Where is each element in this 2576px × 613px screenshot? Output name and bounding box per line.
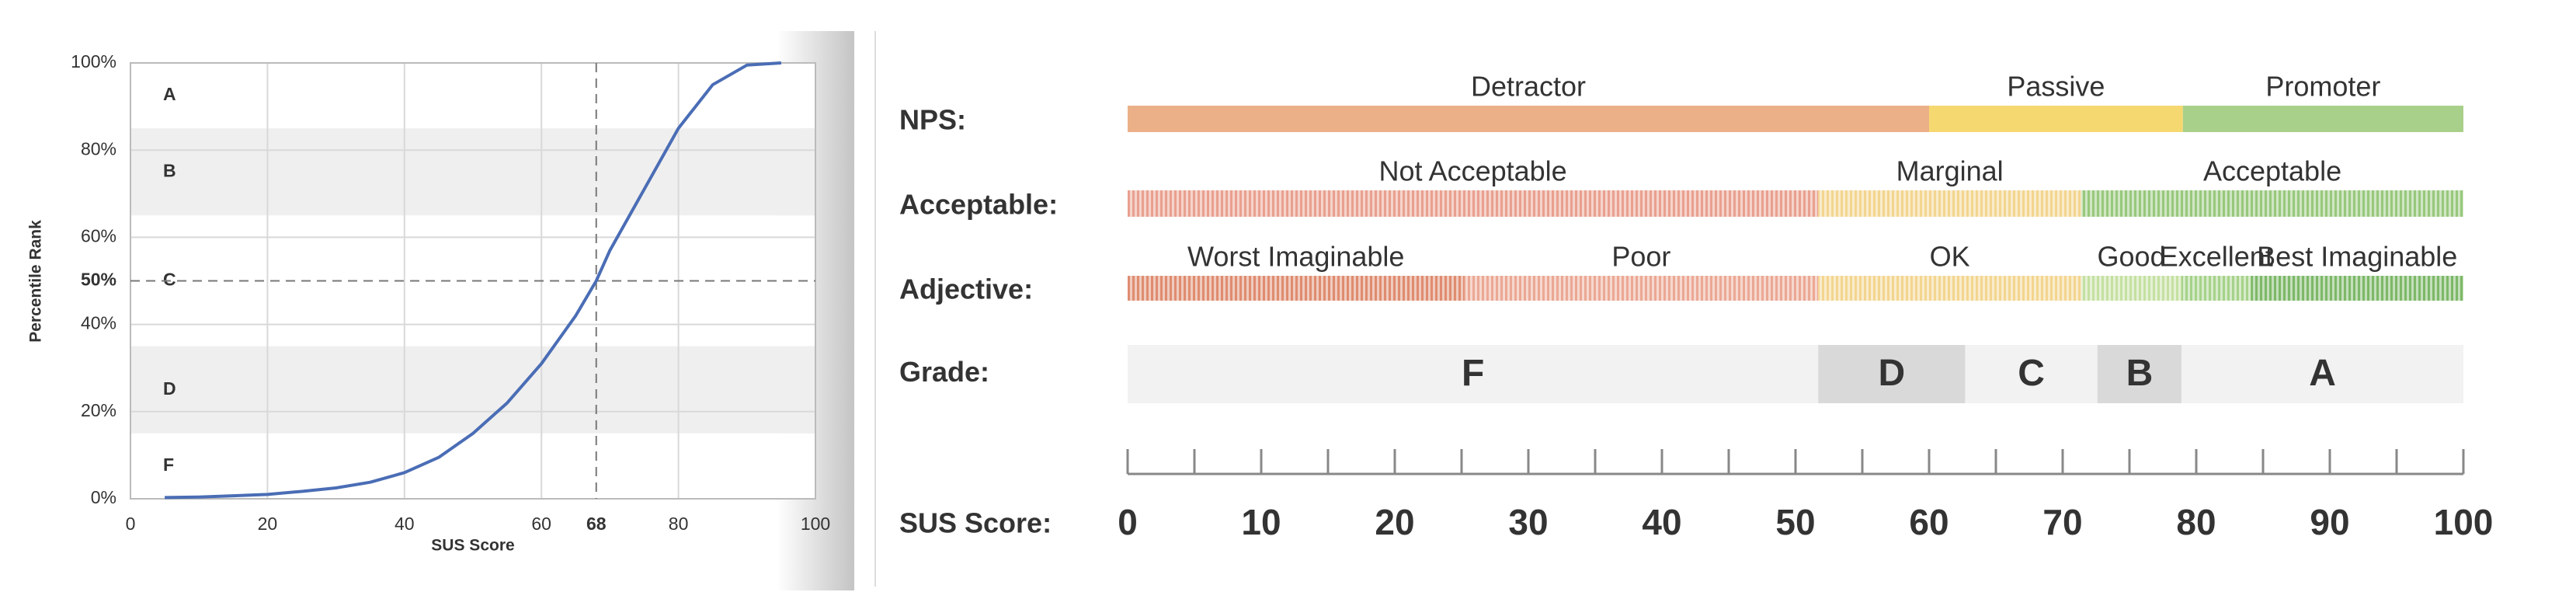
tick-label: 90 [2310,502,2349,542]
band-label: C [163,270,176,290]
segment-label: Good [2098,241,2166,273]
tick-label: 50 [1775,502,1815,542]
row-label: Adjective: [899,273,1033,305]
band [130,346,815,434]
x-tick-label: 20 [258,514,278,534]
segment [1128,190,1819,217]
segment-label: Detractor [1471,71,1586,103]
axis-label: SUS Score: [899,507,1052,539]
segment-label: Not Acceptable [1379,155,1567,187]
segment [1128,106,1929,132]
x-tick-label: 68 [586,514,607,534]
segment-label: Marginal [1896,155,2004,187]
y-tick-label: 40% [81,313,116,333]
segment-label: OK [1930,241,1970,273]
segment [2097,345,2182,403]
segment-label: Poor [1611,241,1670,273]
row-label: Acceptable: [899,189,1058,221]
x-tick-label: 80 [669,514,689,534]
x-axis-title: SUS Score [431,537,514,555]
segment-label: Passive [2007,71,2105,103]
segment-label: Best Imaginable [2257,241,2457,273]
grade-label: A [2309,353,2336,394]
tick-label: 10 [1241,502,1281,542]
row-label: NPS: [899,104,966,136]
band-label: B [163,160,176,180]
x-tick-label: 0 [126,514,136,534]
segment [1128,345,1819,403]
segment [1128,276,1465,301]
segment [1818,345,1966,403]
band-label: A [163,84,176,104]
segment [2081,276,2182,301]
tick-label: 20 [1375,502,1414,542]
y-tick-label: 60% [81,225,116,246]
row-label: Grade: [899,356,989,388]
y-axis-title: Percentile Rank [27,220,45,343]
segment [1818,276,2082,301]
tick-label: 40 [1642,502,1681,542]
grade-label: B [2126,353,2154,394]
segment-label: Acceptable [2203,155,2341,187]
y-tick-label: 0% [91,487,116,507]
data-line [165,61,782,500]
y-tick-label: 100% [71,51,116,71]
tick-label: 80 [2176,502,2216,542]
segment [2181,345,2463,403]
segment [2251,276,2463,301]
y-tick-label: 50% [81,270,116,290]
segment [1965,345,2098,403]
segment [1818,190,2082,217]
tick-label: 70 [2042,502,2082,542]
tick-label: 100 [2434,502,2494,542]
grade-label: C [2018,353,2045,394]
band-label: D [163,378,176,399]
band [130,433,815,499]
grade-label: F [1462,353,1484,394]
segment [2081,190,2463,217]
x-tick-label: 100 [801,514,830,534]
segment [1929,106,2183,132]
segment [2181,276,2251,301]
band [130,63,815,129]
tick-label: 0 [1118,502,1138,542]
tick-label: 60 [1909,502,1949,542]
y-tick-label: 80% [81,138,116,158]
band-label: F [163,455,174,475]
segment-label: Worst Imaginable [1187,241,1404,273]
segment-label: Excellent [2160,241,2273,273]
tick-label: 30 [1508,502,1548,542]
x-tick-label: 60 [531,514,551,534]
segment [2182,106,2463,132]
x-tick-label: 40 [395,514,415,534]
segment [1464,276,1819,301]
band [130,128,815,216]
grade-label: D [1879,353,1906,394]
y-tick-label: 20% [81,400,116,420]
segment-label: Promoter [2265,71,2380,103]
